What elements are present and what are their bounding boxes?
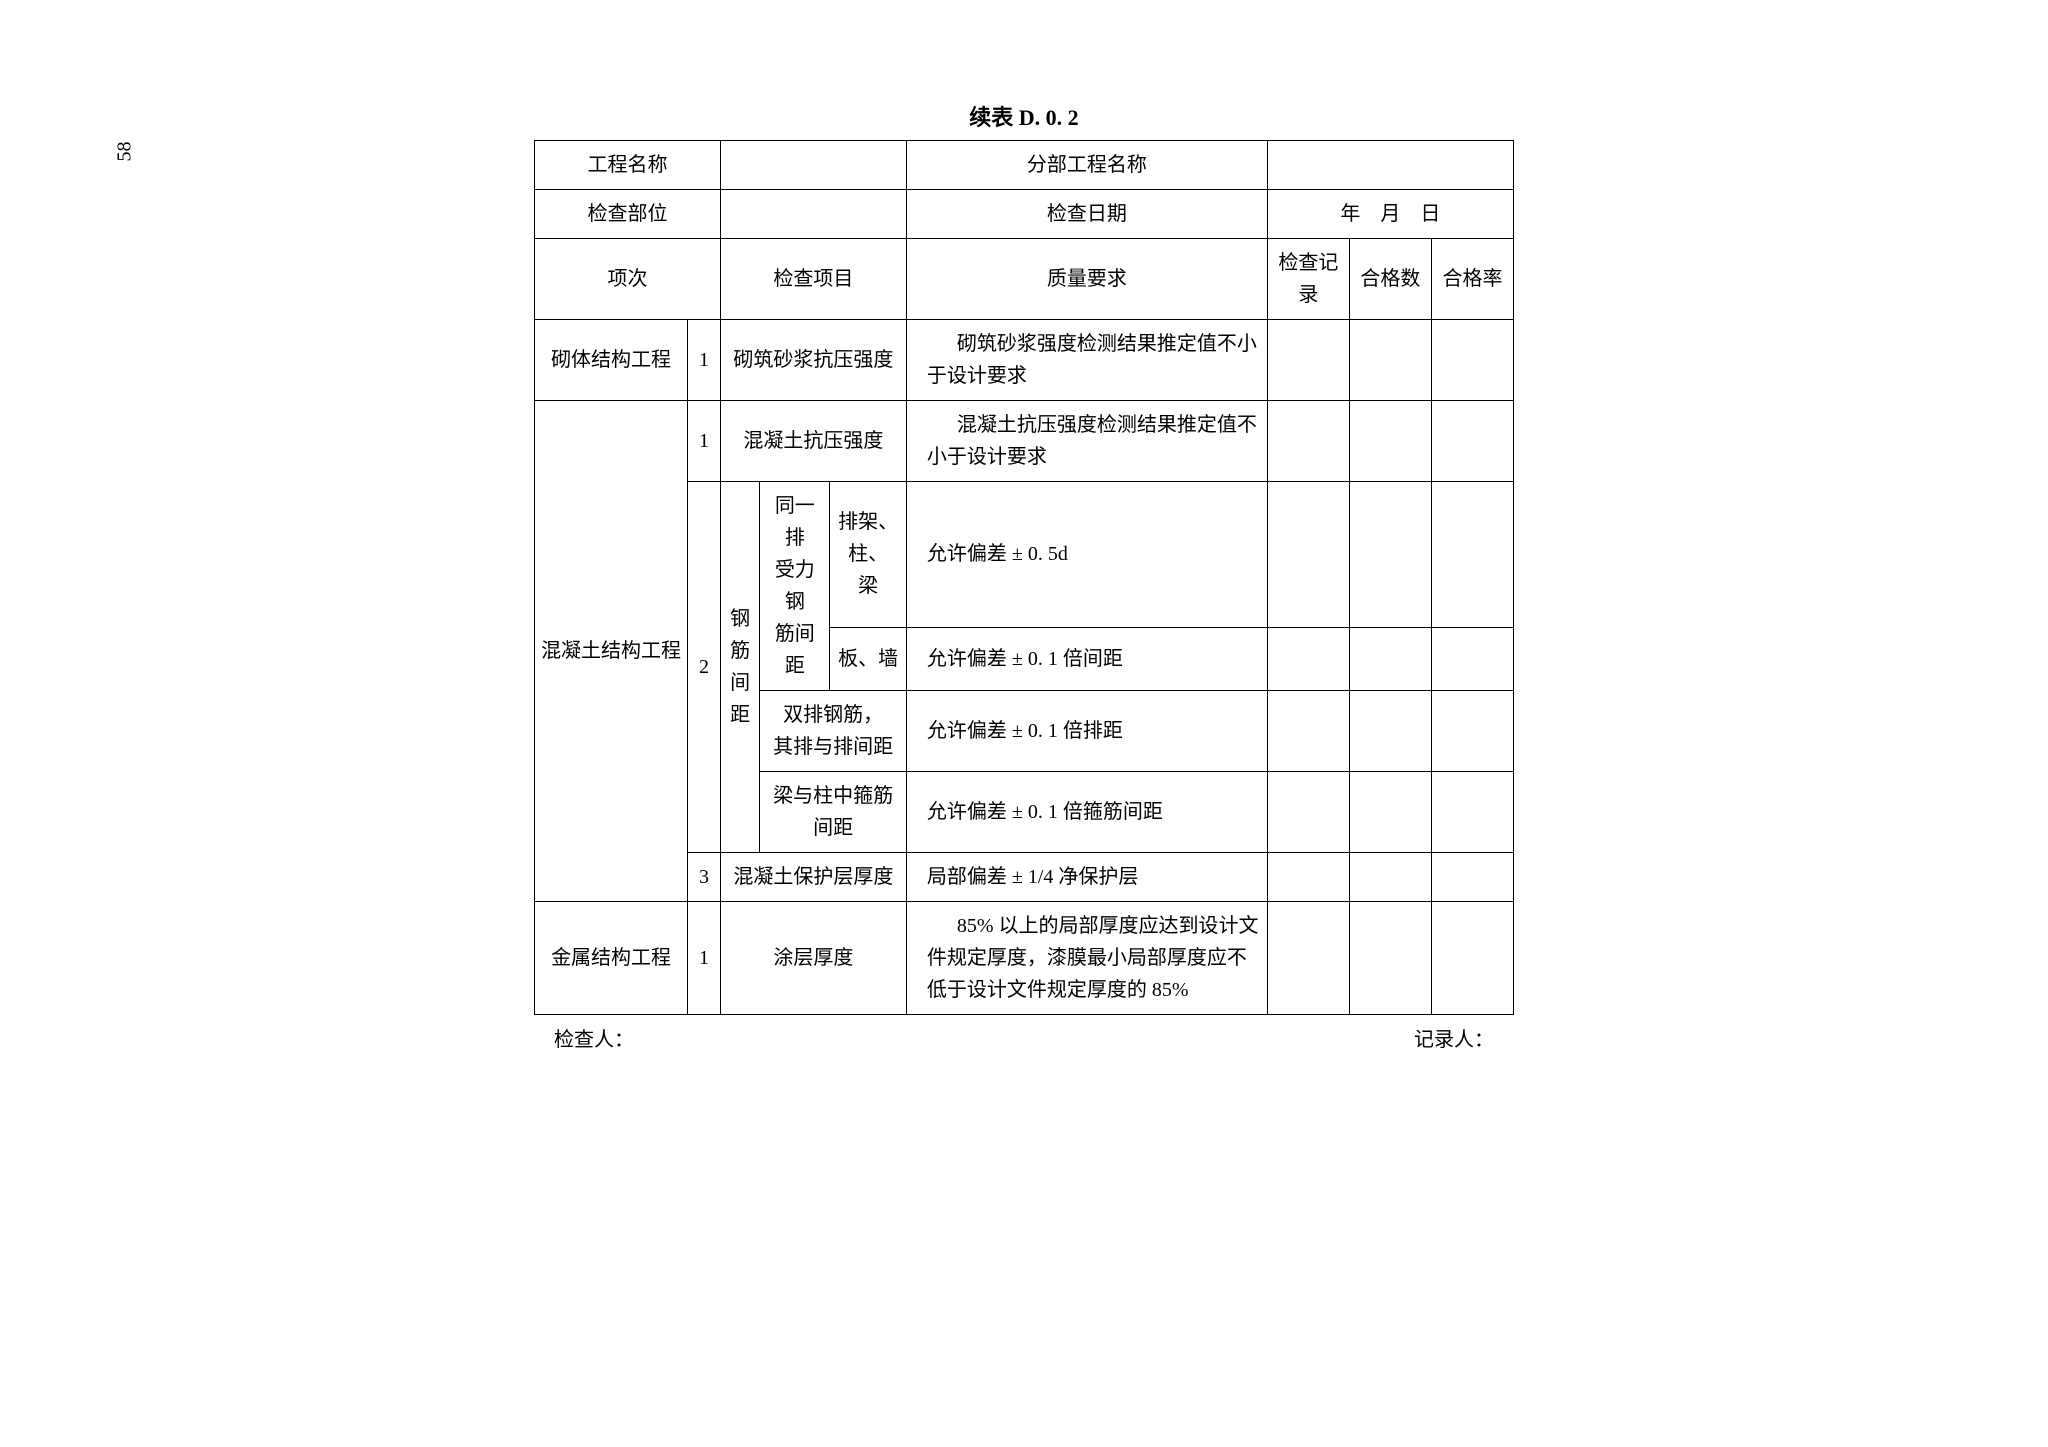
project-name-value bbox=[720, 141, 906, 190]
project-name-label: 工程名称 bbox=[535, 141, 721, 190]
record-cell bbox=[1267, 401, 1349, 482]
pass-rate-cell bbox=[1431, 853, 1513, 902]
check-item: 混凝土保护层厚度 bbox=[720, 853, 906, 902]
requirement: 允许偏差 ± 0. 5d bbox=[906, 482, 1267, 628]
row-num: 3 bbox=[688, 853, 721, 902]
record-cell bbox=[1267, 320, 1349, 401]
requirement: 允许偏差 ± 0. 1 倍箍筋间距 bbox=[906, 772, 1267, 853]
sub-label: 板、墙 bbox=[830, 627, 907, 690]
check-item: 砌筑砂浆抗压强度 bbox=[720, 320, 906, 401]
column-header-row: 项次 检查项目 质量要求 检查记录 合格数 合格率 bbox=[535, 239, 1514, 320]
row-num: 1 bbox=[688, 401, 721, 482]
row-num: 1 bbox=[688, 902, 721, 1015]
inspection-table: 工程名称 分部工程名称 检查部位 检查日期 年 月 日 项次 检查项目 质量要求… bbox=[534, 140, 1514, 1015]
record-cell bbox=[1267, 627, 1349, 690]
header-row-1: 工程名称 分部工程名称 bbox=[535, 141, 1514, 190]
requirement: 允许偏差 ± 0. 1 倍间距 bbox=[906, 627, 1267, 690]
section-label: 金属结构工程 bbox=[535, 902, 688, 1015]
table-row: 金属结构工程 1 涂层厚度 85% 以上的局部厚度应达到设计文件规定厚度，漆膜最… bbox=[535, 902, 1514, 1015]
row-num: 1 bbox=[688, 320, 721, 401]
requirement: 局部偏差 ± 1/4 净保护层 bbox=[906, 853, 1267, 902]
requirement: 85% 以上的局部厚度应达到设计文件规定厚度，漆膜最小局部厚度应不低于设计文件规… bbox=[906, 902, 1267, 1015]
requirement: 允许偏差 ± 0. 1 倍排距 bbox=[906, 691, 1267, 772]
requirement: 砌筑砂浆强度检测结果推定值不小于设计要求 bbox=[906, 320, 1267, 401]
check-location-label: 检查部位 bbox=[535, 190, 721, 239]
row-num: 2 bbox=[688, 482, 721, 853]
footer: 检查人： 记录人： bbox=[534, 1023, 1514, 1052]
col-req: 质量要求 bbox=[906, 239, 1267, 320]
pass-rate-cell bbox=[1431, 772, 1513, 853]
rebar-group-label: 钢筋 间距 bbox=[720, 482, 759, 853]
check-location-value bbox=[720, 190, 906, 239]
sub-label: 排架、 柱、 梁 bbox=[830, 482, 907, 628]
col-pass-count: 合格数 bbox=[1349, 239, 1431, 320]
check-item: 混凝土抗压强度 bbox=[720, 401, 906, 482]
table-row: 混凝土结构工程 1 混凝土抗压强度 混凝土抗压强度检测结果推定值不小于设计要求 bbox=[535, 401, 1514, 482]
col-record: 检查记录 bbox=[1267, 239, 1349, 320]
pass-count-cell bbox=[1349, 627, 1431, 690]
subproject-name-label: 分部工程名称 bbox=[906, 141, 1267, 190]
record-cell bbox=[1267, 853, 1349, 902]
table-row: 砌体结构工程 1 砌筑砂浆抗压强度 砌筑砂浆强度检测结果推定值不小于设计要求 bbox=[535, 320, 1514, 401]
pass-rate-cell bbox=[1431, 691, 1513, 772]
header-row-2: 检查部位 检查日期 年 月 日 bbox=[535, 190, 1514, 239]
requirement: 混凝土抗压强度检测结果推定值不小于设计要求 bbox=[906, 401, 1267, 482]
check-item: 涂层厚度 bbox=[720, 902, 906, 1015]
same-row-rebar-label: 同一排 受力钢 筋间距 bbox=[760, 482, 830, 691]
check-date-label: 检查日期 bbox=[906, 190, 1267, 239]
check-date-value: 年 月 日 bbox=[1267, 190, 1513, 239]
double-row-label: 双排钢筋， 其排与排间距 bbox=[760, 691, 907, 772]
pass-count-cell bbox=[1349, 320, 1431, 401]
pass-rate-cell bbox=[1431, 482, 1513, 628]
pass-count-cell bbox=[1349, 401, 1431, 482]
pass-count-cell bbox=[1349, 902, 1431, 1015]
pass-count-cell bbox=[1349, 772, 1431, 853]
pass-count-cell bbox=[1349, 691, 1431, 772]
section-label: 砌体结构工程 bbox=[535, 320, 688, 401]
col-item: 检查项目 bbox=[720, 239, 906, 320]
record-cell bbox=[1267, 691, 1349, 772]
subproject-name-value bbox=[1267, 141, 1513, 190]
pass-rate-cell bbox=[1431, 902, 1513, 1015]
stirrup-label: 梁与柱中箍筋间距 bbox=[760, 772, 907, 853]
pass-rate-cell bbox=[1431, 320, 1513, 401]
page-number: 58 bbox=[114, 142, 137, 162]
recorder-label: 记录人： bbox=[1414, 1023, 1494, 1052]
inspector-label: 检查人： bbox=[554, 1023, 634, 1052]
pass-rate-cell bbox=[1431, 401, 1513, 482]
record-cell bbox=[1267, 902, 1349, 1015]
pass-count-cell bbox=[1349, 482, 1431, 628]
col-pass-rate: 合格率 bbox=[1431, 239, 1513, 320]
pass-count-cell bbox=[1349, 853, 1431, 902]
record-cell bbox=[1267, 482, 1349, 628]
col-num: 项次 bbox=[535, 239, 721, 320]
pass-rate-cell bbox=[1431, 627, 1513, 690]
section-label: 混凝土结构工程 bbox=[535, 401, 688, 902]
table-title: 续表 D. 0. 2 bbox=[80, 100, 1968, 132]
record-cell bbox=[1267, 772, 1349, 853]
